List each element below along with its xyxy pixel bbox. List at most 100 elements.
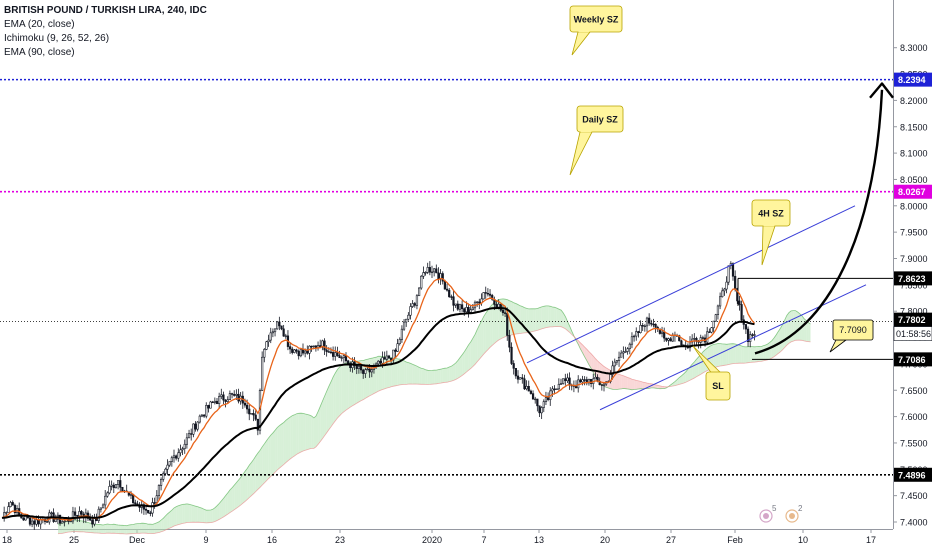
candle [751, 333, 754, 339]
cloud-segment [260, 446, 263, 488]
time-tick-label: 20 [600, 535, 610, 545]
cloud-segment [348, 362, 351, 409]
cloud-segment [746, 346, 749, 363]
candle-body [183, 443, 186, 449]
candle-body [534, 398, 537, 401]
candle-body [542, 401, 545, 408]
candle [738, 296, 741, 311]
candle [218, 392, 221, 409]
cloud-segment [92, 523, 95, 533]
indicator-ema90[interactable]: EMA (90, close) [4, 47, 75, 58]
cloud-segment [460, 354, 463, 377]
cloud-segment [128, 524, 132, 534]
candle-body [377, 360, 380, 365]
cloud-segment [322, 396, 325, 439]
candle [602, 382, 606, 392]
candle-body [78, 511, 81, 517]
candle [175, 454, 178, 461]
candle [252, 409, 255, 422]
candle-body [134, 502, 137, 505]
candle [284, 333, 287, 339]
projection-arrow [754, 82, 894, 355]
cloud-segment [189, 504, 192, 523]
candle [725, 276, 728, 294]
candle-body [200, 414, 204, 417]
candle [402, 318, 406, 331]
candle-body [368, 368, 371, 373]
candle-body [488, 293, 492, 296]
price-tick-label: 8.1000 [900, 149, 928, 159]
candle [226, 396, 229, 404]
candle [209, 400, 212, 409]
candle-body [465, 307, 468, 313]
time-tick-label: Feb [727, 535, 743, 545]
candle [594, 372, 597, 380]
candle [7, 502, 10, 513]
cloud-segment [427, 370, 430, 385]
cloud-segment [539, 306, 542, 330]
cloud-segment [679, 375, 682, 385]
indicator-ichimoku[interactable]: Ichimoku (9, 26, 52, 26) [4, 33, 110, 44]
candle-body [280, 325, 283, 330]
cloud-segment [296, 413, 299, 455]
cloud-segment [245, 468, 248, 502]
cloud-segment [202, 508, 205, 523]
candle [170, 455, 173, 467]
candle-body [336, 352, 339, 356]
cloud-segment [266, 437, 269, 481]
cloud-segment [636, 380, 639, 390]
indicator-ema20[interactable]: EMA (20, close) [4, 19, 75, 30]
candle-body [721, 290, 724, 298]
cloud-span-a [57, 298, 811, 527]
candle-body [456, 303, 459, 310]
candle-body [577, 379, 580, 389]
candle-body [263, 349, 266, 358]
candle-body [402, 321, 406, 330]
candle-body [194, 423, 197, 430]
cloud-segment [483, 313, 486, 355]
cloud-segment [494, 300, 497, 344]
cloud-segment [251, 459, 254, 496]
candle [278, 316, 281, 331]
candle-body [579, 379, 582, 383]
candle-body [267, 339, 270, 343]
candle-body [654, 323, 657, 328]
candle [484, 286, 487, 299]
candle [263, 348, 266, 363]
candle-body [546, 397, 550, 400]
cloud-segment [137, 523, 140, 534]
candle-body [392, 349, 395, 361]
callout-sl: SL [692, 345, 731, 401]
candle-body [559, 383, 563, 385]
cloud-segment [133, 523, 136, 534]
candle [149, 510, 152, 517]
candle [392, 349, 395, 364]
cloud-segment [657, 385, 660, 389]
candle [248, 404, 251, 421]
candle [121, 486, 124, 492]
cloud-segment [442, 368, 445, 383]
projection-curve [754, 89, 884, 355]
candle [187, 429, 191, 439]
cloud-segment [653, 384, 656, 389]
candle [510, 342, 513, 365]
candle-body [359, 365, 363, 371]
candle [611, 360, 614, 380]
candle-body [224, 399, 227, 402]
cloud-segment [257, 450, 261, 490]
cloud-segment [627, 377, 630, 390]
candle-body [641, 325, 644, 327]
candle-body [637, 331, 640, 333]
cloud-segment [326, 386, 329, 433]
candle-body [617, 356, 621, 361]
candle [162, 471, 165, 482]
candle-body [458, 304, 462, 310]
cloud-segment [567, 321, 570, 333]
cloud-segment [513, 302, 516, 335]
cloud-segment [135, 523, 138, 534]
event-dividend-2: 2 [785, 504, 803, 523]
candle-body [220, 394, 223, 397]
cloud-segment [546, 305, 549, 328]
cloud-segment [462, 351, 465, 376]
